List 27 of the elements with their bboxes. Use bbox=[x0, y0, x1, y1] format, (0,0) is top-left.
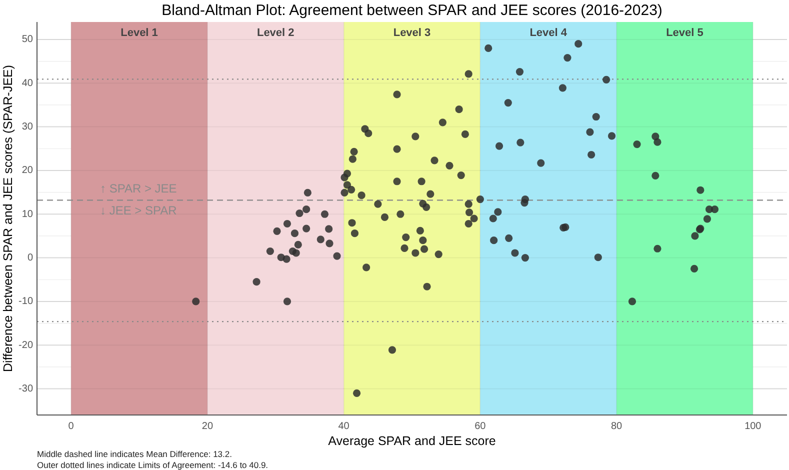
text: Outer dotted lines indicate Limits of Agreement: -14.6 to 40.9. bbox=[37, 460, 268, 470]
band-label: Level 3 bbox=[393, 27, 431, 39]
x-tick-label: 100 bbox=[744, 421, 762, 432]
x-tick-label: 80 bbox=[610, 421, 623, 432]
x-axis-title: Average SPAR and JEE score bbox=[328, 434, 496, 448]
annotation: ↑ SPAR > JEE bbox=[100, 181, 177, 196]
y-tick-label: -20 bbox=[18, 340, 34, 351]
y-tick-label: 20 bbox=[22, 165, 34, 176]
band-label: Level 4 bbox=[530, 27, 568, 39]
y-tick-label: 0 bbox=[27, 252, 34, 264]
annotation: ↓ JEE > SPAR bbox=[100, 203, 178, 218]
y-tick-label: 10 bbox=[22, 208, 34, 220]
text: Middle dashed line indicates Mean Difference: 13.2. bbox=[37, 449, 232, 459]
band-label: Level 5 bbox=[666, 27, 704, 39]
y-tick-label: -30 bbox=[18, 383, 34, 394]
x-tick-label: 0 bbox=[68, 421, 74, 432]
y-tick-label: 40 bbox=[22, 78, 34, 89]
x-tick-label: 20 bbox=[202, 421, 214, 432]
band-label: Level 2 bbox=[256, 27, 294, 39]
chart-title: Bland-Altman Plot: Agreement between SPAR and JEE scores (2016-2023) bbox=[162, 2, 662, 19]
band-label: Level 1 bbox=[120, 27, 158, 39]
y-axis-title: Difference between SPAR and JEE scores (SPAR-JEE) bbox=[1, 64, 15, 372]
x-tick-label: 60 bbox=[474, 421, 486, 432]
x-tick-label: 40 bbox=[338, 421, 350, 432]
y-tick-label: 50 bbox=[22, 34, 34, 46]
y-tick-label: 30 bbox=[22, 121, 34, 132]
y-tick-label: -10 bbox=[18, 296, 34, 308]
